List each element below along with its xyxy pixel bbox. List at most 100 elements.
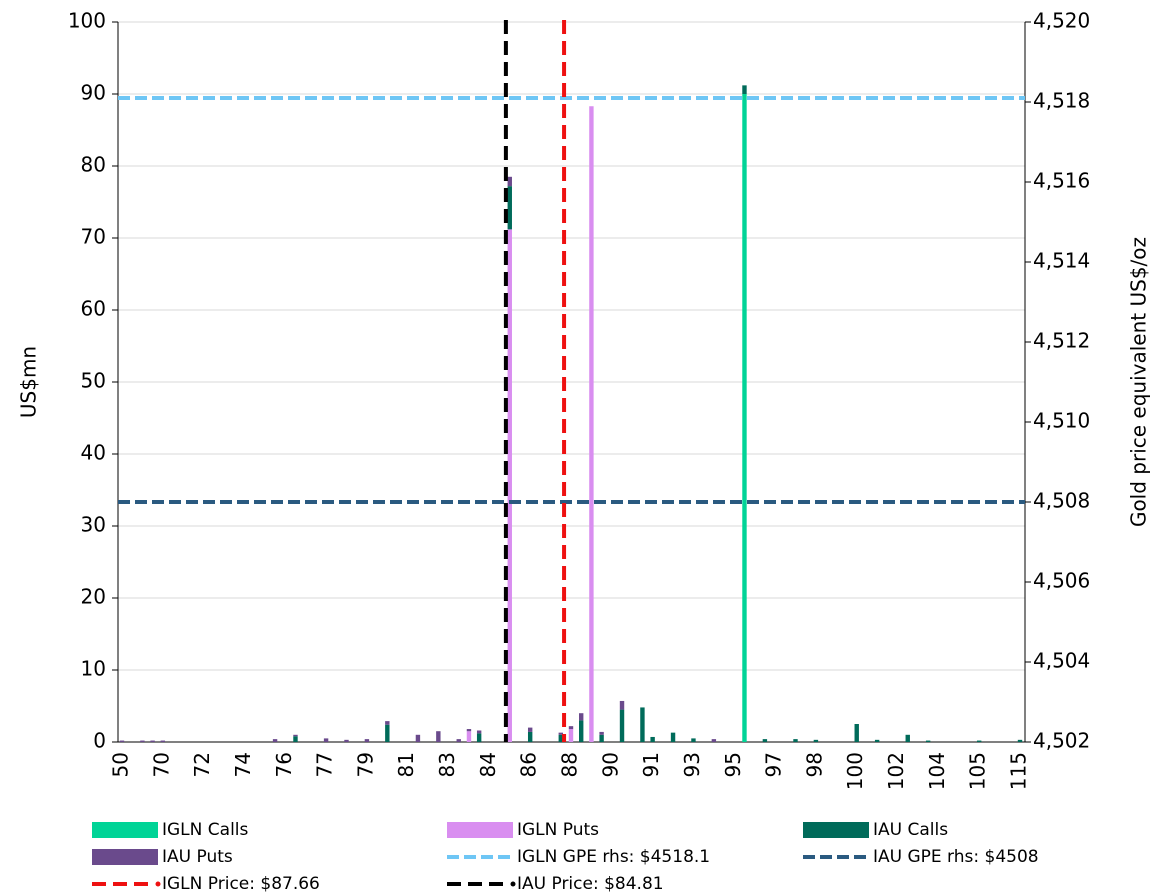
x-tick-label: 115	[1007, 752, 1031, 790]
x-tick-label: 50	[109, 752, 133, 777]
bar	[670, 732, 676, 742]
y-tick-label: 80	[81, 153, 106, 177]
bar	[640, 707, 645, 742]
bar	[507, 229, 512, 743]
bar	[762, 739, 768, 742]
bar	[323, 738, 329, 742]
bar	[527, 731, 533, 742]
legend-item: IGLN Price: $87.66	[92, 874, 320, 893]
x-tick-label: 90	[598, 752, 622, 777]
bar	[272, 739, 278, 742]
legend-label: IGLN GPE rhs: $4518.1	[517, 847, 710, 867]
bar	[599, 731, 604, 735]
bar	[527, 727, 533, 732]
bar	[813, 739, 819, 742]
bar	[140, 740, 145, 742]
bar	[568, 729, 574, 742]
y2-tick-label: 4,508	[1033, 489, 1090, 513]
bar	[558, 732, 563, 735]
bar	[589, 106, 594, 743]
legend-label: IAU Puts	[162, 847, 233, 867]
bar	[650, 736, 655, 742]
x-tick-label: 77	[313, 752, 337, 777]
x-tick-label: 100	[843, 752, 867, 790]
y2-tick-label: 4,504	[1033, 649, 1090, 673]
x-tick-label: 102	[884, 752, 908, 790]
bar	[905, 734, 910, 742]
bar	[558, 734, 563, 742]
bar	[599, 734, 604, 742]
bar	[742, 94, 747, 742]
bar	[385, 721, 390, 725]
bar	[711, 739, 717, 742]
bar	[293, 736, 298, 742]
bar	[579, 720, 584, 742]
x-tick-label: 79	[353, 752, 377, 777]
y-tick-label: 30	[81, 513, 106, 537]
x-tick-label: 81	[394, 752, 418, 777]
y-tick-label: 0	[93, 729, 106, 753]
bar	[568, 726, 574, 730]
x-tick-label: 105	[966, 752, 990, 790]
legend-item: IAU Price: $84.81	[447, 874, 664, 893]
x-tick-label: 86	[517, 752, 541, 777]
x-tick-label: 88	[558, 752, 582, 777]
legend-swatch-dot	[510, 881, 516, 887]
legend-swatch	[447, 822, 513, 838]
x-tick-label: 97	[762, 752, 786, 777]
x-tick-label: 74	[231, 752, 255, 777]
bar	[466, 731, 472, 742]
y-tick-label: 40	[81, 441, 106, 465]
x-tick-label: 72	[190, 752, 214, 777]
legend-label: IAU GPE rhs: $4508	[873, 847, 1039, 867]
x-tick-label: 83	[435, 752, 459, 777]
legend-label: IAU Price: $84.81	[517, 874, 664, 893]
x-tick-label: 91	[639, 752, 663, 777]
legend-item: IGLN Puts	[447, 820, 599, 840]
bar	[793, 739, 798, 742]
bar	[874, 739, 880, 742]
y-tick-label: 50	[81, 369, 106, 393]
y2-tick-label: 4,502	[1033, 729, 1090, 753]
bar	[415, 734, 421, 742]
bar	[476, 730, 482, 734]
legend-item: IGLN Calls	[92, 820, 249, 840]
legend-swatch	[803, 822, 869, 838]
y2-tick-label: 4,512	[1033, 329, 1090, 353]
legend-swatch	[92, 822, 158, 838]
y-tick-label: 10	[81, 657, 106, 681]
y2-tick-label: 4,518	[1033, 89, 1090, 113]
y-tick-label: 60	[81, 297, 106, 321]
y2-tick-label: 4,510	[1033, 409, 1090, 433]
bar	[466, 729, 472, 732]
bar	[456, 739, 461, 742]
bar	[344, 739, 349, 742]
y-tick-label: 20	[81, 585, 106, 609]
x-tick-label: 76	[272, 752, 296, 777]
bar	[619, 709, 625, 742]
x-tick-label: 104	[925, 752, 949, 790]
y2-axis-label: Gold price equivalent US$/oz	[1127, 237, 1151, 527]
legend-swatch	[92, 849, 158, 865]
bar	[364, 739, 370, 742]
legend-item: IGLN GPE rhs: $4518.1	[447, 847, 710, 867]
x-tick-label: 84	[476, 752, 500, 777]
bar	[742, 85, 747, 94]
legend-item: IAU GPE rhs: $4508	[803, 847, 1039, 867]
bar	[925, 740, 931, 742]
bar	[150, 740, 155, 742]
legend-label: IGLN Price: $87.66	[162, 874, 320, 893]
legend-item: IAU Puts	[92, 847, 233, 867]
bar	[476, 733, 482, 742]
legend-label: IGLN Calls	[162, 820, 249, 840]
bar	[976, 740, 982, 742]
bar	[436, 731, 441, 742]
x-tick-label: 70	[149, 752, 173, 777]
legend-swatch-dot	[155, 881, 161, 887]
y2-tick-label: 4,506	[1033, 569, 1090, 593]
legend-label: IGLN Puts	[517, 820, 599, 840]
bar	[691, 738, 696, 742]
bar	[119, 740, 125, 742]
bar	[160, 740, 166, 742]
